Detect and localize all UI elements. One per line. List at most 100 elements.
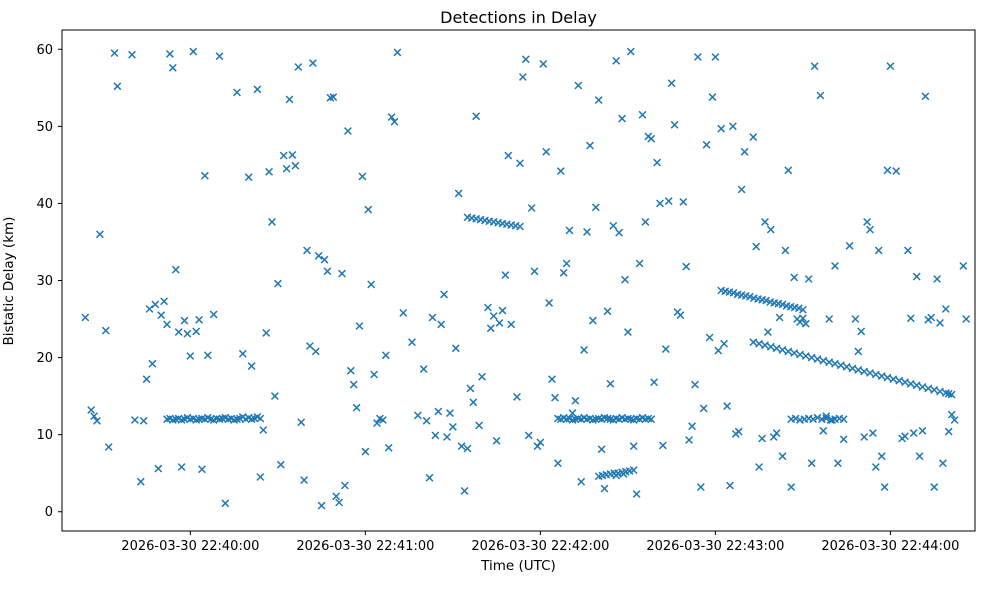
scatter-point <box>749 133 758 142</box>
scatter-point <box>641 217 650 226</box>
scatter-point <box>901 378 909 387</box>
scatter-point <box>933 275 942 283</box>
y-tick-label: 10 <box>36 428 53 443</box>
scatter-point <box>256 473 265 481</box>
scatter-point <box>521 55 530 64</box>
y-tick-label: 60 <box>36 43 53 58</box>
scatter-point <box>373 419 381 428</box>
scatter-point <box>918 382 927 391</box>
scatter-point <box>813 355 822 364</box>
scatter-point <box>752 242 761 251</box>
scatter-point <box>498 306 507 315</box>
scatter-point <box>507 320 516 329</box>
scatter-point <box>621 275 629 284</box>
scatter-point <box>87 406 96 414</box>
scatter-point <box>930 385 939 394</box>
scatter-point <box>810 62 819 71</box>
scatter-point <box>775 313 784 322</box>
scatter-point <box>717 124 726 133</box>
scatter-point <box>545 298 554 307</box>
y-tick-label: 0 <box>45 505 53 520</box>
scatter-point <box>781 246 790 255</box>
scatter-point <box>600 484 609 493</box>
scatter-point <box>425 473 434 482</box>
scatter-point <box>542 147 551 156</box>
scatter-point <box>221 499 230 508</box>
scatter-point <box>883 373 892 382</box>
scatter-point <box>448 422 457 431</box>
scatter-point <box>839 435 848 444</box>
scatter-point <box>740 147 749 156</box>
scatter-point <box>936 318 944 327</box>
y-tick-label: 30 <box>36 274 53 289</box>
scatter-point <box>466 384 475 393</box>
scatter-point <box>729 288 738 297</box>
scatter-point <box>580 345 589 354</box>
scatter-point <box>95 230 104 239</box>
scatter-point <box>836 361 845 370</box>
scatter-point <box>276 460 285 469</box>
scatter-point <box>623 328 632 337</box>
scatter-point <box>586 141 594 150</box>
scatter-point <box>297 418 306 427</box>
scatter-point <box>81 313 90 322</box>
scatter-point <box>151 300 160 309</box>
x-tick-label: 2026-03-30 22:41:00 <box>296 539 434 554</box>
x-tick-label: 2026-03-30 22:40:00 <box>121 539 259 554</box>
scatter-point <box>726 481 734 490</box>
scatter-point <box>335 498 344 507</box>
scatter-point <box>866 225 874 234</box>
scatter-point <box>825 315 834 323</box>
scatter-point <box>927 313 936 322</box>
scatter-point <box>329 93 338 102</box>
scatter-point <box>553 459 562 468</box>
scatter-point <box>346 366 355 375</box>
scatter-point <box>874 246 883 255</box>
scatter-point <box>612 56 621 65</box>
scatter-point <box>536 438 545 447</box>
scatter-point <box>419 365 428 374</box>
scatter-point <box>518 73 527 81</box>
scatter-point <box>294 63 303 71</box>
scatter-point <box>772 429 781 438</box>
scatter-point <box>845 241 854 250</box>
scatter-point <box>186 352 195 360</box>
scatter-point <box>962 315 971 323</box>
scatter-point <box>104 443 113 451</box>
scatter-point <box>831 261 839 270</box>
scatter-point <box>355 322 364 330</box>
scatter-point <box>819 426 828 435</box>
scatter-point <box>256 414 265 423</box>
scatter-point <box>696 483 705 492</box>
scatter-point <box>349 380 358 389</box>
scatter-point <box>183 329 192 338</box>
scatter-point <box>903 246 912 255</box>
scatter-point <box>871 370 880 379</box>
scatter-point <box>711 53 720 61</box>
scatter-point <box>842 362 851 371</box>
scatter-point <box>165 49 174 58</box>
scatter-point <box>638 110 647 119</box>
scatter-point <box>539 59 548 68</box>
scatter-point <box>311 347 320 356</box>
scatter-point <box>883 166 892 175</box>
scatter-point <box>265 167 274 176</box>
scatter-point <box>110 49 119 58</box>
scatter-point <box>813 413 822 422</box>
scatter-point <box>594 96 603 105</box>
scatter-point <box>559 268 568 277</box>
scatter-point <box>653 158 662 167</box>
scatter-point <box>516 222 524 231</box>
scatter-point <box>384 443 393 452</box>
scatter-point <box>562 259 571 268</box>
scatter-point <box>460 486 469 495</box>
y-axis-label: Bistatic Delay (km) <box>1 216 17 346</box>
scatter-point <box>851 315 860 323</box>
scatter-point <box>679 197 688 206</box>
scatter-point <box>451 344 460 353</box>
scatter-point <box>90 412 99 421</box>
scatter-point <box>338 269 346 278</box>
scatter-point <box>253 85 262 94</box>
scatter-point <box>656 199 664 208</box>
scatter-point <box>619 470 628 478</box>
